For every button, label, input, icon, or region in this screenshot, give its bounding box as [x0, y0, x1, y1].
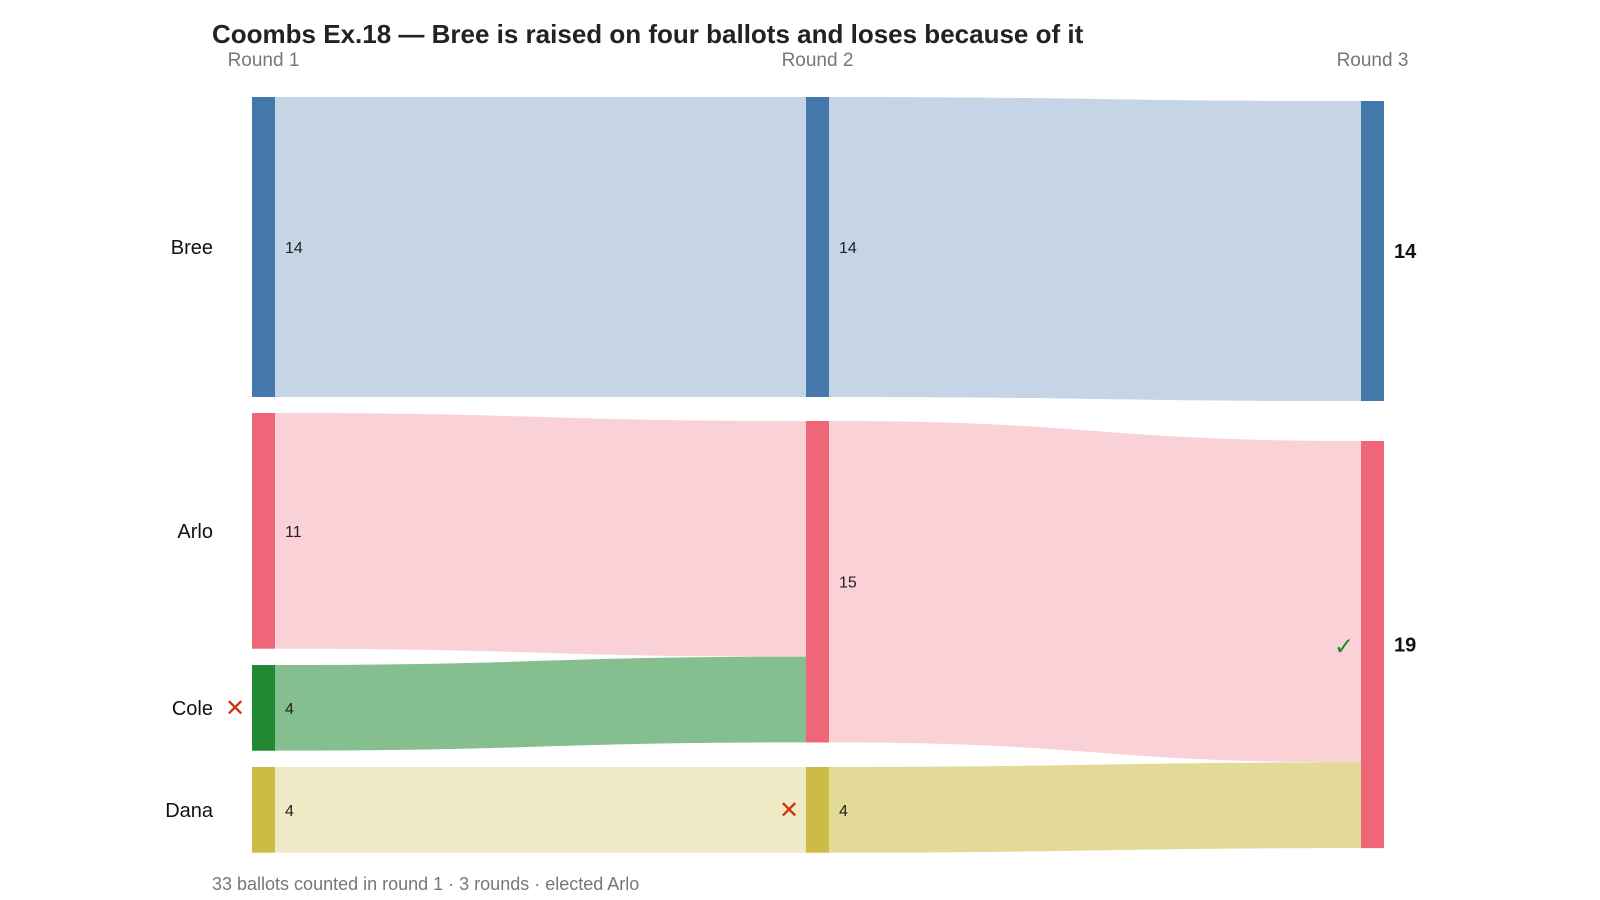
chart-title: Coombs Ex.18 — Bree is raised on four ba… — [212, 19, 1084, 49]
node-round1-cole — [252, 665, 275, 751]
flow-round2-arlo-to-arlo — [829, 421, 1361, 763]
value-label-round1-arlo: 11 — [285, 524, 302, 541]
value-label-round1-bree: 14 — [285, 240, 303, 257]
labels: 14 Bree 11 Arlo 4 Cole ✕ 4 Dana 14 15 4 ✕ 14 19 ✓ — [165, 237, 1417, 824]
value-label-round2-arlo: 15 — [839, 575, 857, 592]
node-round2-arlo — [806, 421, 829, 743]
flow-round2-bree-to-bree — [829, 97, 1361, 401]
node-round2-bree — [806, 97, 829, 397]
node-round1-arlo — [252, 413, 275, 649]
node-round1-dana — [252, 767, 275, 853]
round-label-3: Round 3 — [1337, 50, 1409, 71]
round-label-2: Round 2 — [782, 50, 854, 71]
value-label-round1-dana: 4 — [285, 803, 294, 820]
flow-round2-dana-to-arlo — [829, 762, 1361, 853]
final-value-bree: 14 — [1394, 241, 1417, 263]
value-label-round2-bree: 14 — [839, 240, 857, 257]
node-round2-dana — [806, 767, 829, 853]
flows — [275, 97, 1361, 853]
round-label-1: Round 1 — [228, 50, 300, 71]
eliminated-icon-dana: ✕ — [779, 796, 799, 824]
flow-round1-cole-to-arlo — [275, 656, 806, 751]
chart-footer: 33 ballots counted in round 1 · 3 rounds… — [212, 874, 639, 894]
eliminated-icon-cole: ✕ — [225, 694, 245, 722]
winner-check-icon: ✓ — [1334, 633, 1354, 661]
value-label-round2-dana: 4 — [839, 803, 848, 820]
candidate-label-bree: Bree — [171, 237, 213, 259]
candidate-label-cole: Cole — [172, 698, 213, 720]
flow-round1-dana-to-dana — [275, 767, 806, 853]
nodes — [252, 97, 1384, 853]
final-value-arlo: 19 — [1394, 635, 1416, 657]
node-round3-bree — [1361, 101, 1384, 401]
node-round1-bree — [252, 97, 275, 397]
node-round3-arlo — [1361, 441, 1384, 849]
value-label-round1-cole: 4 — [285, 701, 294, 718]
candidate-label-arlo: Arlo — [177, 521, 213, 543]
candidate-label-dana: Dana — [165, 800, 214, 822]
flow-round1-arlo-to-arlo — [275, 413, 806, 657]
flow-round1-bree-to-bree — [275, 97, 806, 397]
round-labels: Round 1 Round 2 Round 3 — [228, 50, 1409, 71]
